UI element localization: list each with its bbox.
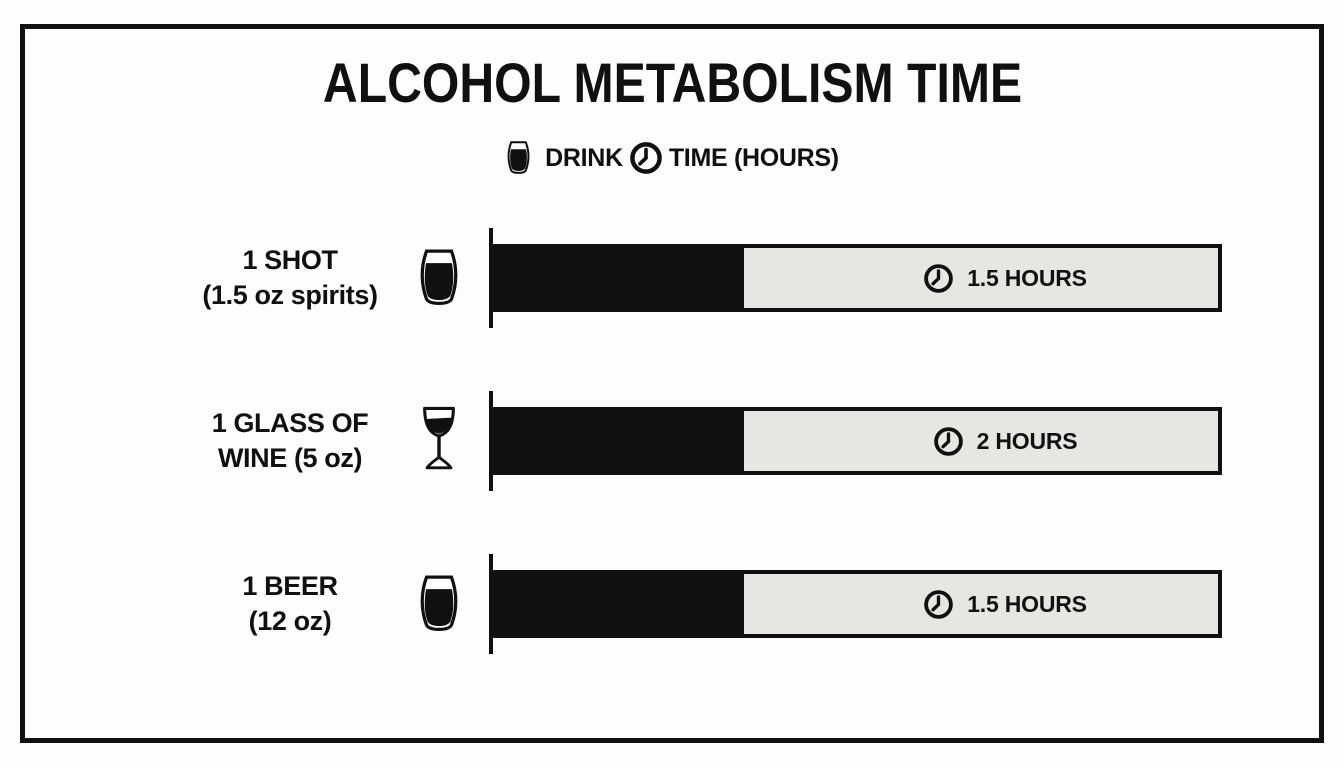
drink-label-line1: 1 SHOT (242, 245, 338, 275)
legend-clock-icon (629, 141, 663, 175)
shot-glass-icon (416, 248, 462, 308)
wine-glass-icon (416, 405, 462, 477)
page-title-wrap: ALCOHOL METABOLISM TIME (0, 50, 1344, 115)
time-chip: 1.5 HOURS (923, 589, 1087, 620)
time-chip: 2 HOURS (933, 426, 1078, 457)
drink-label-line2: WINE (5 oz) (217, 443, 363, 473)
legend-drink-label: DRINK (545, 143, 623, 172)
time-value-label: 1.5 HOURS (967, 264, 1087, 291)
drink-glass-icon (505, 140, 532, 176)
chart-row-wine: 1 GLASS OF WINE (5 oz) 2 HOURS (0, 391, 1344, 491)
bar-black-segment (493, 570, 740, 638)
chart-row-beer: 1 BEER (12 oz) 1.5 HOURS (0, 554, 1344, 654)
time-value-label: 2 HOURS (976, 427, 1078, 454)
bar-time-segment: 1.5 HOURS (740, 244, 1222, 312)
bar-time-segment: 1.5 HOURS (740, 570, 1222, 638)
bar-black-segment (493, 244, 740, 312)
chart-row-shot: 1 SHOT (1.5 oz spirits) 1.5 HOURS (0, 228, 1344, 328)
drink-label-line2: (12 oz) (248, 606, 332, 636)
clock-icon (933, 426, 963, 456)
axis-tick (489, 554, 493, 654)
beer-glass-icon (416, 574, 462, 634)
time-value-label: 1.5 HOURS (967, 590, 1087, 617)
clock-icon (924, 589, 953, 619)
drink-label: 1 GLASS OF WINE (5 oz) (140, 406, 440, 476)
bar-black-segment (493, 407, 740, 475)
legend: DRINK TIME (HOURS) (0, 138, 1344, 178)
axis-tick (489, 391, 493, 491)
drink-label-line1: 1 BEER (242, 571, 338, 601)
axis-tick (489, 228, 493, 328)
legend-time-label: TIME (HOURS) (668, 143, 839, 172)
bar-time-segment: 2 HOURS (740, 407, 1222, 475)
drink-label-line2: (1.5 oz spirits) (202, 280, 378, 310)
page-title: ALCOHOL METABOLISM TIME (322, 51, 1022, 114)
drink-label: 1 BEER (12 oz) (140, 569, 440, 639)
drink-label-line1: 1 GLASS OF (211, 408, 369, 438)
drink-label: 1 SHOT (1.5 oz spirits) (140, 243, 440, 313)
time-chip: 1.5 HOURS (923, 263, 1087, 294)
clock-icon (924, 263, 953, 293)
